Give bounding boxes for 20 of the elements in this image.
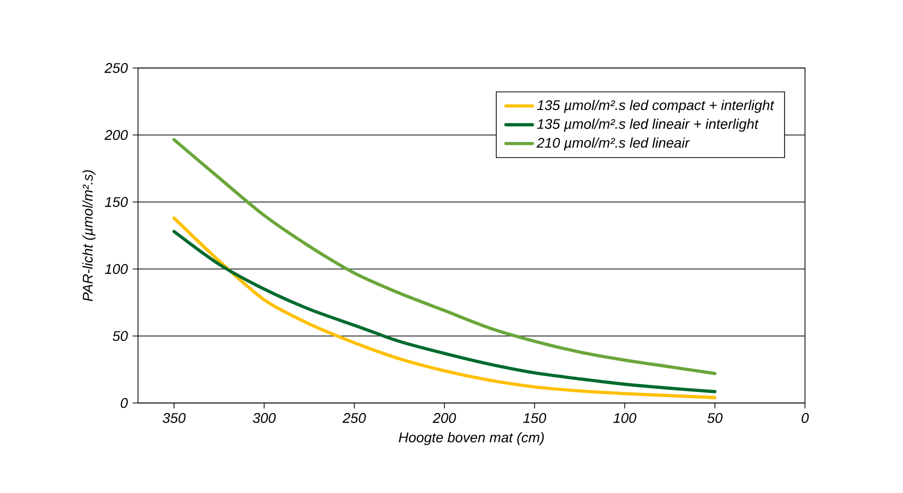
legend-label: 210 µmol/m².s led lineair: [536, 137, 690, 151]
y-axis-title: PAR-licht (µmol/m².s): [82, 170, 96, 302]
x-axis-title: Hoogte boven mat (cm): [398, 432, 544, 446]
y-tick-label: 250: [104, 63, 128, 73]
x-tick-label: 250: [342, 413, 366, 423]
y-tick-label: 150: [104, 197, 128, 207]
x-tick-label: 200: [432, 413, 456, 423]
x-tick-label: 350: [162, 413, 186, 423]
x-tick-label: 100: [613, 413, 636, 423]
y-tick-label: 200: [104, 130, 128, 140]
x-tick-label: 0: [802, 413, 809, 423]
x-tick-label: 50: [707, 413, 723, 423]
y-tick-label: 50: [112, 331, 128, 341]
y-tick-label: 0: [120, 398, 128, 408]
line-series: [172, 138, 716, 376]
y-tick-label: 100: [104, 264, 128, 274]
legend-label: 135 µmol/m².s led compact + interlight: [537, 100, 774, 113]
x-tick-label: 150: [523, 413, 546, 423]
x-tick-label: 300: [252, 413, 276, 423]
legend-label: 135 µmol/m².s led lineair + interlight: [537, 118, 759, 132]
